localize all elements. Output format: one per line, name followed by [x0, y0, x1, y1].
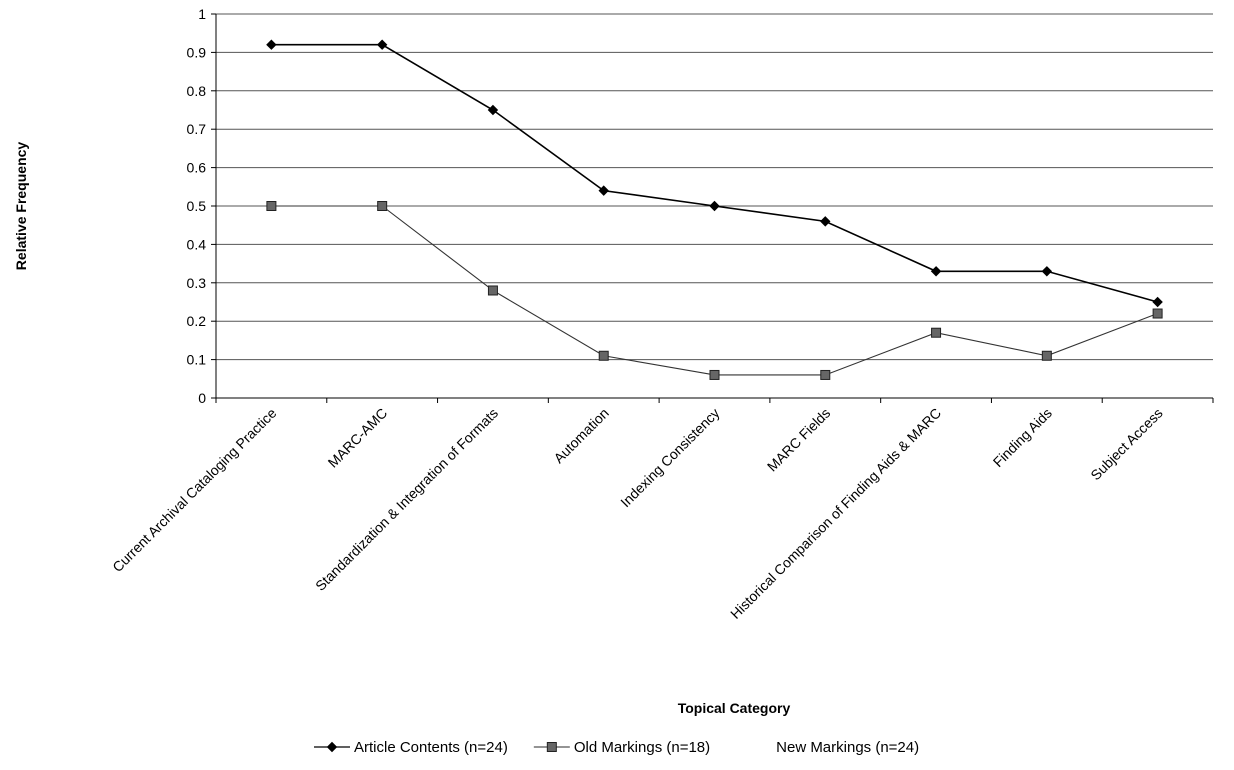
x-tick-label: Indexing Consistency [617, 405, 722, 510]
series-old-markings [266, 201, 1163, 380]
legend: Article Contents (n=24) Old Markings (n=1… [314, 739, 919, 756]
gridlines [216, 13, 1213, 361]
series-article-contents [266, 39, 1163, 308]
y-tick-label: 0.1 [187, 352, 207, 368]
y-tick-label: 0.9 [187, 44, 207, 60]
square-marker [931, 327, 942, 338]
square-marker [377, 201, 388, 211]
diamond-marker [930, 266, 942, 277]
x-tick-label: MARC-AMC [325, 405, 391, 471]
x-axis-title: Topical Category [678, 700, 791, 716]
x-tick-label: Subject Access [1087, 405, 1165, 483]
diamond-marker [820, 216, 831, 227]
y-tick-labels: 0 0.1 0.2 0.3 0.4 0.5 0.6 0.7 0.8 0.9 1 [187, 6, 207, 406]
diamond-marker [709, 200, 720, 212]
y-tick-label: 0.5 [187, 198, 207, 214]
axes [211, 13, 1214, 403]
diamond-marker [1152, 296, 1163, 308]
square-marker [266, 201, 277, 211]
series-lines [266, 39, 1163, 380]
x-tick-label: Standardization & Integration of Formats [312, 405, 501, 594]
y-tick-label: 0.3 [187, 275, 207, 291]
square-marker [546, 742, 557, 752]
y-tick-label: 0.2 [187, 313, 207, 329]
x-tick-label: Finding Aids [990, 405, 1055, 470]
x-tick-label: MARC Fields [764, 405, 834, 475]
legend-label: New Markings (n=24) [776, 739, 919, 756]
y-tick-label: 0 [198, 390, 206, 406]
y-tick-label: 0.7 [187, 121, 207, 137]
square-marker [598, 350, 609, 361]
x-tick-label: Automation [550, 405, 611, 466]
series-line [271, 205, 1158, 376]
y-axis-title: Relative Frequency [13, 142, 29, 271]
y-tick-label: 0.6 [187, 160, 207, 176]
legend-item: Article Contents (n=24) [314, 739, 508, 756]
x-tick-labels: Current Archival Cataloging Practice MARC… [109, 405, 1166, 622]
diamond-marker [266, 39, 277, 50]
square-marker [709, 369, 720, 380]
legend-label: Article Contents (n=24) [354, 739, 508, 756]
diamond-marker [376, 39, 388, 50]
diamond-marker [598, 185, 609, 196]
legend-item: Old Markings (n=18) [533, 739, 710, 756]
square-marker [1041, 350, 1052, 361]
x-tick-label: Historical Comparison of Finding Aids & … [727, 405, 944, 622]
square-marker [820, 369, 831, 380]
square-marker [1152, 308, 1163, 319]
y-tick-label: 0.8 [187, 83, 207, 99]
legend-item: New Markings (n=24) [776, 739, 919, 756]
diamond-marker [1041, 266, 1053, 277]
legend-label: Old Markings (n=18) [574, 739, 710, 756]
diamond-marker [487, 104, 499, 116]
y-tick-label: 1 [198, 6, 206, 22]
square-marker [487, 285, 498, 296]
diamond-marker [326, 741, 338, 753]
x-tick-label: Current Archival Cataloging Practice [109, 405, 279, 575]
y-tick-label: 0.4 [187, 236, 207, 252]
series-line [271, 43, 1158, 303]
